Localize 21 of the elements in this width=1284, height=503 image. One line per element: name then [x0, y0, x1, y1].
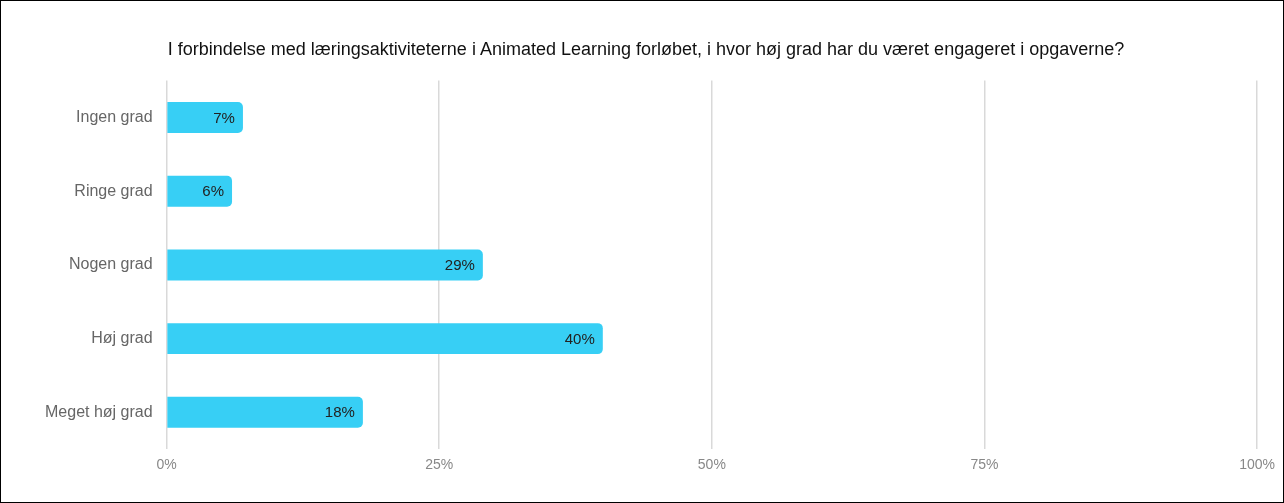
y-tick-label: Meget høj grad	[45, 402, 153, 420]
data-label: 6%	[202, 182, 225, 200]
data-label: 18%	[324, 403, 355, 421]
x-tick-label: 75%	[970, 456, 999, 473]
bar	[167, 175, 233, 207]
x-tick-label: 25%	[425, 456, 454, 473]
x-tick-label: 50%	[697, 456, 726, 473]
x-tick-label: 0%	[156, 456, 177, 473]
data-label: 40%	[564, 329, 595, 347]
y-tick-label: Ringe grad	[74, 181, 153, 199]
y-tick-label: Høj grad	[91, 329, 153, 347]
data-label: 29%	[444, 256, 475, 274]
bar	[167, 101, 243, 133]
x-tick-label: 100%	[1239, 456, 1275, 473]
chart-title: I forbindelse med læringsaktiviteterne i Animated Learning forløbet, i hvor høj grad har du været engageret i opgaverne?	[167, 38, 1125, 59]
data-label: 7%	[213, 108, 235, 126]
bar	[167, 249, 483, 281]
bar	[167, 396, 363, 428]
y-tick-label: Nogen grad	[68, 255, 153, 273]
bar	[167, 323, 603, 355]
y-tick-label: Ingen grad	[76, 107, 153, 125]
